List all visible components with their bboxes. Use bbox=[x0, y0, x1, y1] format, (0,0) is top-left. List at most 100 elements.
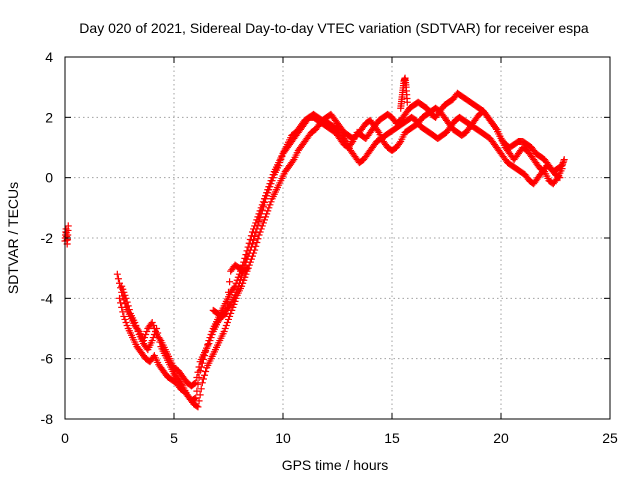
data-point-interp bbox=[252, 242, 260, 250]
data-point bbox=[558, 165, 566, 173]
data-point-interp bbox=[241, 273, 249, 281]
data-point bbox=[251, 246, 259, 254]
data-point-interp bbox=[234, 273, 242, 281]
data-point-interp bbox=[268, 174, 276, 182]
data-point bbox=[122, 294, 130, 302]
data-point-interp bbox=[262, 213, 270, 221]
data-point-interp bbox=[233, 276, 241, 284]
data-point-interp bbox=[154, 329, 162, 337]
data-point-interp bbox=[231, 297, 239, 305]
grid bbox=[65, 57, 610, 419]
data-point-interp bbox=[125, 306, 133, 314]
data-point-interp bbox=[242, 251, 250, 259]
data-point-interp bbox=[230, 284, 238, 292]
data-point-interp bbox=[247, 232, 255, 240]
data-point-interp bbox=[197, 385, 205, 393]
data-points bbox=[61, 74, 568, 411]
data-point-interp bbox=[492, 124, 500, 132]
data-point-interp bbox=[119, 308, 127, 316]
data-point-interp bbox=[264, 186, 272, 194]
data-point bbox=[560, 156, 568, 164]
data-point-interp bbox=[207, 331, 215, 339]
data-point-interp bbox=[149, 321, 157, 329]
y-tick-label: -6 bbox=[41, 351, 54, 367]
data-point-interp bbox=[225, 288, 232, 296]
data-point-interp bbox=[257, 225, 265, 233]
data-point bbox=[266, 180, 274, 188]
data-point-interp bbox=[202, 367, 210, 375]
data-point-interp bbox=[254, 235, 262, 243]
data-point-interp bbox=[178, 380, 186, 388]
y-tick-label: 0 bbox=[45, 170, 53, 186]
data-point bbox=[148, 318, 156, 326]
data-point-interp bbox=[254, 213, 262, 221]
data-point bbox=[264, 207, 272, 215]
data-point-interp bbox=[223, 299, 231, 307]
y-tick-label: -4 bbox=[41, 290, 54, 306]
data-point-interp bbox=[195, 397, 203, 405]
data-point-interp bbox=[191, 380, 199, 388]
data-point bbox=[255, 231, 263, 239]
data-point-interp bbox=[118, 303, 126, 311]
data-point-interp bbox=[232, 294, 240, 302]
data-point bbox=[244, 264, 252, 272]
data-point bbox=[153, 325, 161, 332]
data-point bbox=[120, 312, 128, 320]
axis-ticks: 0 5 10 15 20 25 -8 -6 -4 -2 0 2 4 bbox=[41, 49, 618, 446]
data-point-interp bbox=[250, 249, 258, 257]
data-point-interp bbox=[195, 374, 203, 382]
data-point-interp bbox=[223, 318, 231, 326]
data-point-interp bbox=[221, 325, 229, 332]
data-point-interp bbox=[201, 371, 209, 379]
data-point-interp bbox=[150, 331, 158, 339]
data-point-interp bbox=[208, 328, 216, 336]
data-point-interp bbox=[122, 318, 130, 326]
data-point-interp bbox=[265, 204, 273, 212]
x-tick-label: 10 bbox=[275, 430, 291, 446]
data-point-interp bbox=[245, 261, 253, 269]
data-point bbox=[240, 258, 248, 266]
data-point-interp bbox=[197, 363, 205, 371]
data-point-interp bbox=[123, 298, 131, 306]
data-point-interp bbox=[263, 189, 271, 197]
data-point-interp bbox=[256, 207, 264, 215]
data-point-interp bbox=[134, 328, 142, 336]
data-point-interp bbox=[199, 355, 207, 363]
x-axis-label: GPS time / hours bbox=[282, 457, 389, 473]
data-point-interp bbox=[141, 334, 149, 342]
data-point-interp bbox=[256, 228, 264, 236]
data-point bbox=[192, 394, 200, 402]
data-point-interp bbox=[204, 340, 212, 348]
data-point-interp bbox=[260, 195, 268, 203]
data-point bbox=[238, 282, 246, 290]
data-point bbox=[248, 228, 256, 236]
data-point bbox=[194, 403, 202, 411]
data-point bbox=[220, 328, 228, 336]
data-point-interp bbox=[121, 315, 129, 323]
data-point-interp bbox=[191, 395, 199, 403]
data-point bbox=[118, 282, 126, 290]
data-point bbox=[222, 309, 230, 317]
data-point-interp bbox=[193, 402, 201, 410]
data-point-interp bbox=[230, 300, 238, 308]
data-point-interp bbox=[251, 222, 259, 230]
data-point bbox=[148, 337, 156, 345]
y-tick-label: -8 bbox=[41, 411, 54, 427]
data-point bbox=[225, 315, 232, 323]
data-point-interp bbox=[120, 288, 128, 296]
data-point bbox=[231, 282, 239, 290]
data-point bbox=[113, 270, 121, 278]
data-point-interp bbox=[250, 225, 258, 233]
data-point-interp bbox=[228, 306, 236, 314]
data-point-interp bbox=[263, 210, 271, 218]
data-point bbox=[403, 98, 411, 106]
data-point bbox=[244, 243, 252, 251]
data-point-interp bbox=[123, 321, 131, 329]
data-point-interp bbox=[226, 312, 234, 320]
data-point bbox=[131, 318, 139, 326]
data-point-interp bbox=[121, 291, 129, 299]
data-point-interp bbox=[252, 219, 260, 227]
data-point-interp bbox=[245, 239, 253, 247]
data-point bbox=[246, 258, 254, 266]
